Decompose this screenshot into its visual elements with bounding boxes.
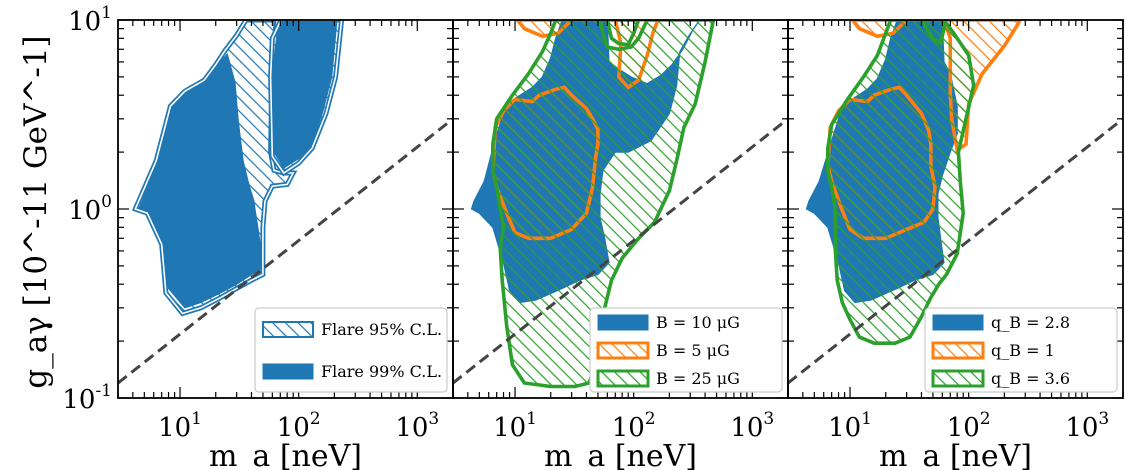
legend-label: q_B = 3.6 <box>991 369 1070 388</box>
region-outline-inner <box>134 20 295 315</box>
legend-swatch <box>932 314 984 331</box>
y-tick-label: 10-1 <box>62 381 112 415</box>
dashed-reference-line <box>788 117 1123 385</box>
legend-swatch <box>596 369 650 388</box>
legend-swatch <box>931 369 985 388</box>
legend-label: q_B = 2.8 <box>991 313 1070 332</box>
y-tick-label: 101 <box>68 3 112 37</box>
x-axis-label: m_a [neV] <box>879 439 1032 470</box>
x-tick-label: 101 <box>158 409 202 443</box>
plot-area <box>788 20 1123 385</box>
legend-label: B = 5 μG <box>656 341 730 360</box>
y-axis-label: g_aγ [10^-11 GeV^-1] <box>18 35 54 388</box>
legend: q_B = 2.8 q_B = 1 q_B = 3.6 <box>924 307 1118 393</box>
plot-area <box>453 20 788 389</box>
x-tick-label: 101 <box>828 409 872 443</box>
y-tick-label: 100 <box>68 192 112 226</box>
region-hatched-2 <box>825 20 976 346</box>
legend-label: q_B = 1 <box>991 341 1055 360</box>
dashed-reference-line <box>453 117 788 385</box>
x-axis-label: m_a [neV] <box>544 439 697 470</box>
x-tick-label: 103 <box>1065 409 1109 443</box>
legend-swatch <box>262 321 314 338</box>
x-tick-label: 101 <box>493 409 537 443</box>
legend: B = 10 μG B = 5 μG B = 25 μG <box>589 307 783 393</box>
region-polygon <box>270 20 342 173</box>
region-hatched-1 <box>131 20 345 317</box>
x-axis-label: m_a [neV] <box>209 439 362 470</box>
x-tick-label: 102 <box>612 409 656 443</box>
legend: Flare 95% C.L. Flare 99% C.L. <box>254 307 448 393</box>
x-tick-label: 102 <box>277 409 321 443</box>
axes-frame <box>787 19 1124 399</box>
dashed-reference-line <box>118 117 453 385</box>
region-outline-inner <box>269 20 343 175</box>
legend-label: B = 10 μG <box>656 313 740 332</box>
legend-swatch <box>931 341 985 360</box>
region-polygon <box>135 20 294 314</box>
x-tick-label: 103 <box>395 409 439 443</box>
x-tick-label: 102 <box>947 409 991 443</box>
region-polygon <box>897 20 946 47</box>
region-polygon <box>825 20 976 346</box>
legend-swatch <box>597 314 649 331</box>
x-tick-label: 103 <box>730 409 774 443</box>
legend-swatch <box>262 363 314 380</box>
legend-label: B = 25 μG <box>656 369 740 388</box>
region-polygon <box>605 20 641 47</box>
plot-area <box>118 20 453 385</box>
panel-middle: 101 102 103 m_a [neV] B = 10 μG B = 5 μG B = 2… <box>452 19 789 470</box>
legend-label: Flare 99% C.L. <box>321 362 442 381</box>
legend-swatch <box>596 341 650 360</box>
legend-label: Flare 95% C.L. <box>321 320 442 339</box>
